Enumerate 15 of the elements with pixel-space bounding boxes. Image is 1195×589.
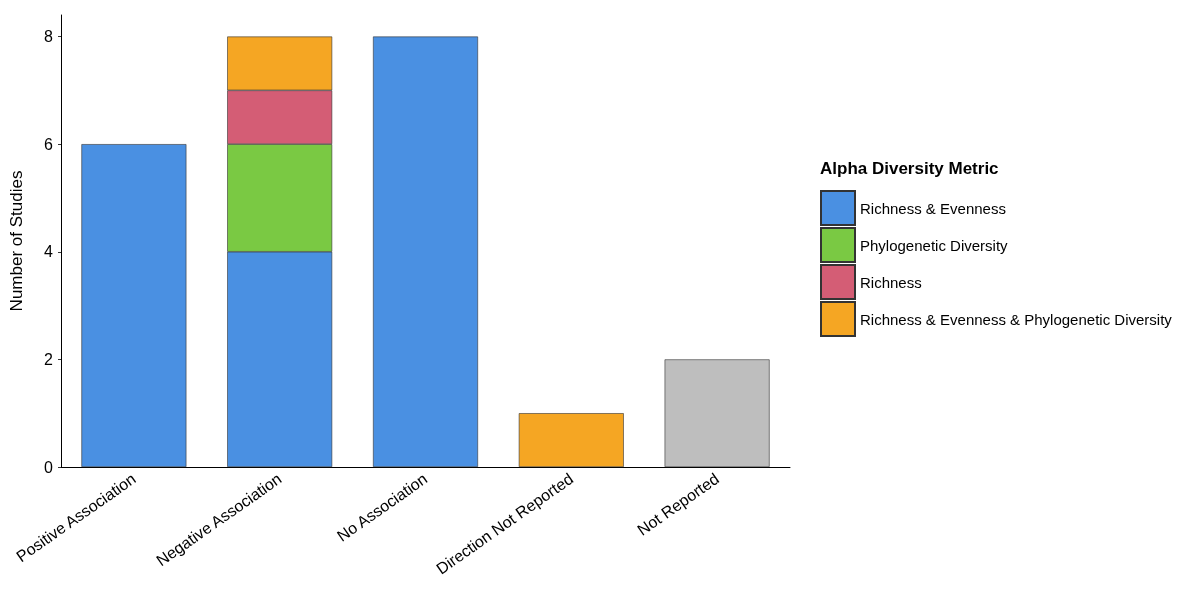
- legend-label: Phylogenetic Diversity: [860, 236, 1009, 254]
- legend-label: Richness & Evenness & Phylogenetic Diversity: [860, 310, 1173, 328]
- bar: [373, 36, 478, 467]
- y-tick-label: 8: [44, 28, 54, 46]
- y-tick-label: 2: [44, 350, 54, 368]
- y-tick-label: 0: [44, 458, 54, 476]
- legend-label: Richness: [860, 273, 922, 291]
- legend-label: Richness & Evenness: [860, 199, 1006, 217]
- y-tick-label: 6: [44, 135, 54, 153]
- legend-title: Alpha Diversity Metric: [820, 159, 999, 178]
- bar: [518, 413, 624, 467]
- y-tick-label: 4: [44, 243, 54, 261]
- y-axis-title: Number of Studies: [7, 170, 26, 312]
- bar: [664, 359, 770, 467]
- bar: [81, 144, 187, 467]
